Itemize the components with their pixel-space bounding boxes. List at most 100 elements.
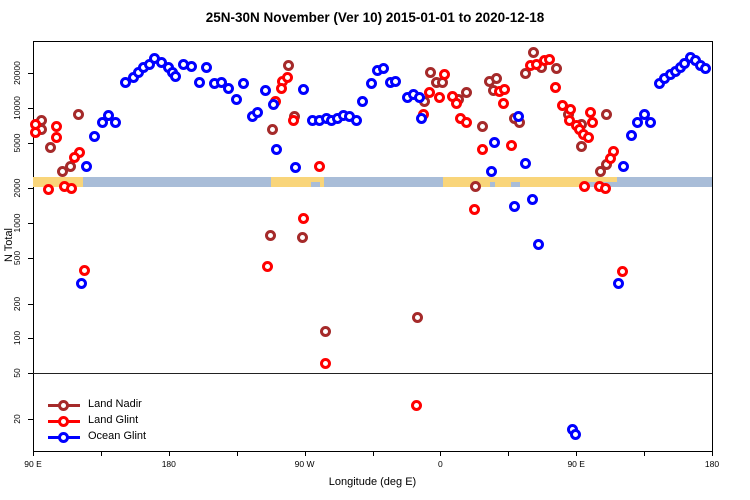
y-tick xyxy=(28,303,33,305)
legend-item: Land Glint xyxy=(48,413,208,429)
data-point-land-nadir xyxy=(320,325,332,337)
data-point-land-nadir xyxy=(528,47,540,59)
data-point-ocean-glint xyxy=(201,62,213,74)
data-point-land-nadir xyxy=(283,60,295,72)
data-point-land-nadir xyxy=(520,68,532,80)
data-point-land-glint xyxy=(439,69,451,81)
plot-border xyxy=(33,41,713,452)
map-band-overlay xyxy=(511,182,521,188)
y-tick-label: 5000 xyxy=(12,133,22,152)
data-point-land-glint xyxy=(30,126,42,138)
data-point-land-nadir xyxy=(267,123,279,135)
data-point-ocean-glint xyxy=(97,116,109,128)
data-point-land-glint xyxy=(434,92,446,104)
x-tick-label: 90 E xyxy=(567,459,585,469)
data-point-ocean-glint xyxy=(81,160,93,172)
data-point-ocean-glint xyxy=(260,85,272,97)
data-point-ocean-glint xyxy=(216,77,228,89)
data-point-land-nadir xyxy=(297,232,309,244)
data-point-ocean-glint xyxy=(509,200,521,212)
y-tick-label: 10000 xyxy=(12,95,22,120)
data-point-ocean-glint xyxy=(357,96,369,108)
data-point-ocean-glint xyxy=(645,117,657,129)
data-point-land-glint xyxy=(411,400,423,412)
data-point-ocean-glint xyxy=(110,117,122,129)
data-point-ocean-glint xyxy=(618,160,630,172)
y-tick xyxy=(28,107,33,109)
data-point-land-glint xyxy=(451,98,463,110)
data-point-ocean-glint xyxy=(268,99,280,111)
data-point-land-glint xyxy=(424,87,436,99)
y-tick xyxy=(28,373,33,375)
data-point-land-glint xyxy=(579,181,591,193)
data-point-land-nadir xyxy=(73,109,85,121)
y-tick xyxy=(28,223,33,225)
map-band-segment xyxy=(310,177,320,188)
data-point-land-glint xyxy=(320,358,332,370)
data-point-ocean-glint xyxy=(390,76,402,88)
data-point-ocean-glint xyxy=(103,110,115,122)
data-point-ocean-glint xyxy=(414,91,426,103)
data-point-land-glint xyxy=(499,84,511,96)
data-point-ocean-glint xyxy=(486,165,498,177)
data-point-land-glint xyxy=(69,151,81,163)
data-point-land-glint xyxy=(469,204,481,216)
y-tick-label: 20000 xyxy=(12,61,22,85)
data-point-land-glint xyxy=(51,132,63,144)
data-point-ocean-glint xyxy=(613,277,625,289)
data-point-ocean-glint xyxy=(626,130,638,142)
data-point-land-glint xyxy=(498,98,510,110)
y-tick-label: 1000 xyxy=(12,213,22,233)
data-point-land-nadir xyxy=(57,165,69,177)
data-point-ocean-glint xyxy=(351,115,363,127)
data-point-ocean-glint xyxy=(89,131,101,143)
data-point-land-nadir xyxy=(45,142,57,154)
data-point-land-glint xyxy=(587,117,599,129)
data-point-land-glint xyxy=(288,114,300,126)
data-point-land-glint xyxy=(43,183,55,195)
data-point-land-glint xyxy=(477,144,489,156)
data-point-land-glint xyxy=(565,104,577,116)
legend-item: Ocean Glint xyxy=(48,429,208,445)
data-point-land-glint xyxy=(298,212,310,224)
data-point-ocean-glint xyxy=(632,116,644,128)
x-tick xyxy=(168,451,170,456)
data-point-land-glint xyxy=(51,121,63,133)
x-tick xyxy=(440,451,442,456)
data-point-ocean-glint xyxy=(700,63,712,75)
data-point-land-glint xyxy=(605,153,617,165)
legend-circle-marker xyxy=(58,431,69,443)
data-point-ocean-glint xyxy=(520,157,532,169)
data-point-land-glint xyxy=(66,182,78,194)
data-point-ocean-glint xyxy=(186,61,198,73)
data-point-land-glint xyxy=(544,54,556,66)
data-point-land-glint xyxy=(314,160,326,172)
data-point-ocean-glint xyxy=(489,136,501,148)
data-point-land-glint xyxy=(262,260,274,272)
data-point-land-glint xyxy=(617,265,629,277)
x-tick xyxy=(712,451,713,456)
data-point-ocean-glint xyxy=(120,77,132,89)
y-tick xyxy=(28,418,33,420)
data-point-land-nadir xyxy=(551,63,563,75)
y-tick xyxy=(28,188,33,190)
x-tick xyxy=(304,451,306,456)
data-point-ocean-glint xyxy=(533,238,545,250)
chart-title: 25N-30N November (Ver 10) 2015-01-01 to … xyxy=(205,10,545,25)
data-point-land-nadir xyxy=(412,312,424,324)
map-band-segment xyxy=(443,177,617,188)
y-tick xyxy=(28,338,33,340)
data-point-land-glint xyxy=(282,72,294,84)
data-point-ocean-glint xyxy=(378,63,390,75)
data-point-ocean-glint xyxy=(170,71,182,83)
map-band-segment xyxy=(616,177,712,188)
data-point-land-glint xyxy=(583,132,595,144)
data-point-ocean-glint xyxy=(639,109,651,121)
map-band-segment xyxy=(82,177,272,188)
data-point-ocean-glint xyxy=(238,78,250,90)
legend-label: Land Glint xyxy=(88,414,139,426)
data-point-ocean-glint xyxy=(366,78,378,90)
x-axis-label: Longitude (deg E) xyxy=(328,476,417,488)
data-point-land-nadir xyxy=(425,67,437,79)
map-band-segment xyxy=(324,177,444,188)
